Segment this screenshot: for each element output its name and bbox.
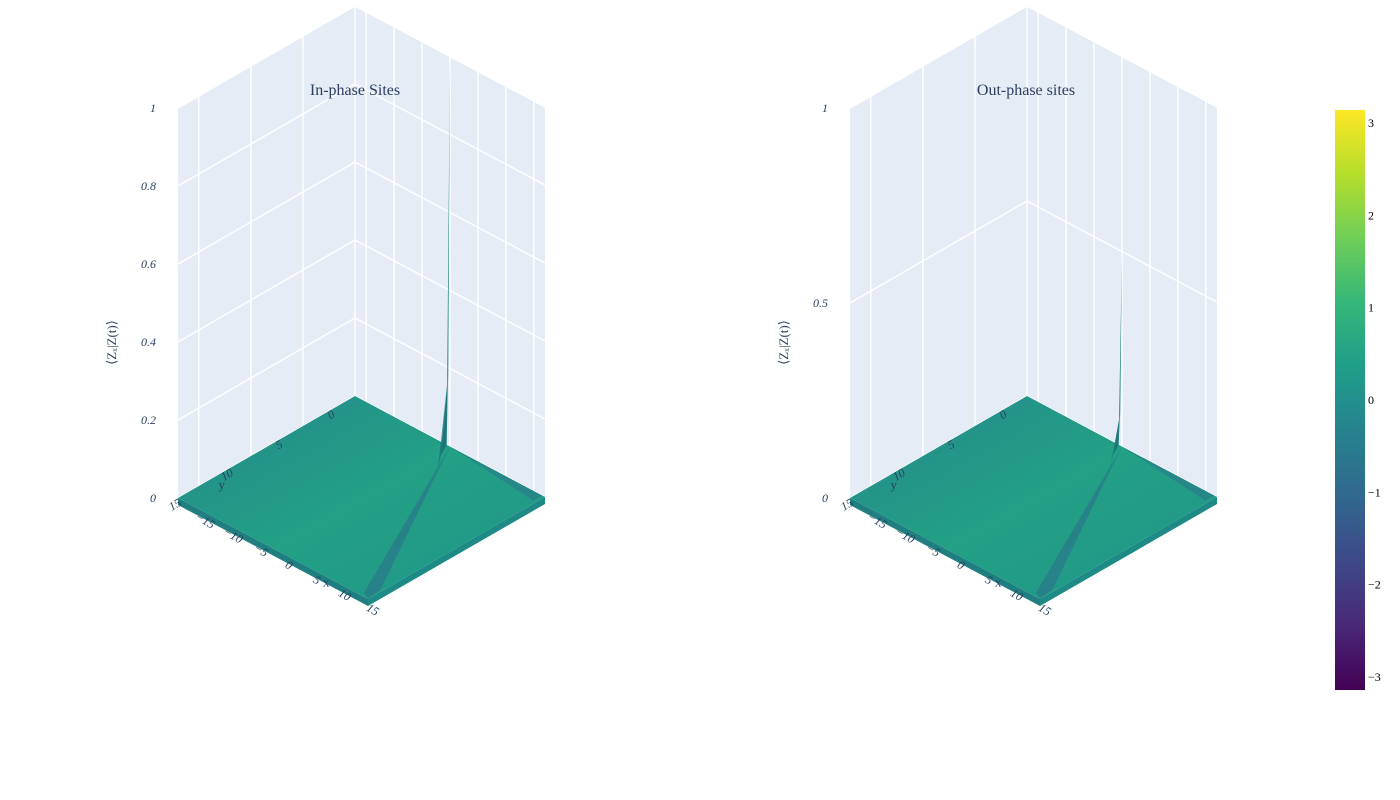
colorbar-tick-label: 1 <box>1368 301 1374 315</box>
cone-streak-front <box>363 446 450 599</box>
z-tick-label: 0 <box>822 491 828 505</box>
wall-yz <box>178 6 355 498</box>
z-tick-label: 0.2 <box>141 413 156 427</box>
x-axis-label: x <box>323 575 330 590</box>
surface-panel-2: Out-phase sites00.51⟨Zₓ|Z(t)⟩−15−10−5051… <box>776 5 1218 619</box>
z-axis-label: ⟨Zₓ|Z(t)⟩ <box>104 320 119 365</box>
y-axis-label: y <box>219 477 226 492</box>
colorbar-tick-label: 0 <box>1368 393 1374 407</box>
z-tick-label: 1 <box>150 101 156 115</box>
cone-streak-right <box>450 446 543 501</box>
z-tick-label: 0.8 <box>141 179 156 193</box>
colorbar-tick-label: 2 <box>1368 208 1374 222</box>
z-tick-label: 0.4 <box>141 335 156 349</box>
x-tick-label: −5 <box>251 541 270 560</box>
colorbar-tick-label: 3 <box>1368 116 1374 130</box>
panel-title: Out-phase sites <box>977 82 1075 99</box>
colorbar-gradient <box>1335 110 1365 690</box>
surface <box>178 396 545 599</box>
colorbar-tick-label: −2 <box>1368 578 1381 592</box>
z-tick-label: 0.6 <box>141 257 156 271</box>
surface-panel-1: In-phase Sites00.20.40.60.81⟨Zₓ|Z(t)⟩−15… <box>104 5 546 619</box>
peak-spike <box>440 56 450 456</box>
x-tick-label: −5 <box>923 541 942 560</box>
surface-edge-right <box>1040 497 1217 606</box>
x-axis-label: x <box>995 575 1002 590</box>
cone-streak-front <box>1035 446 1122 599</box>
peak-spike <box>1112 251 1122 456</box>
surface <box>850 396 1217 599</box>
panel-title: In-phase Sites <box>310 82 400 99</box>
z-tick-label: 1 <box>822 101 828 115</box>
peak-shadow <box>1109 413 1121 469</box>
z-axis-label: ⟨Zₓ|Z(t)⟩ <box>776 320 791 365</box>
y-axis-label: y <box>891 477 898 492</box>
surface-edge-left <box>850 498 1040 606</box>
z-tick-label: 0.5 <box>813 296 828 310</box>
surface-edge-left <box>178 498 368 606</box>
surface-edge-right <box>368 497 545 606</box>
z-tick-label: 0 <box>150 491 156 505</box>
colorbar: 3 2 1 0 −1 −2 −3 <box>1335 110 1381 690</box>
colorbar-tick-label: −1 <box>1368 485 1381 499</box>
cone-streak-right <box>1122 446 1215 501</box>
colorbar-tick-label: −3 <box>1368 670 1381 684</box>
peak-shadow <box>437 374 449 469</box>
